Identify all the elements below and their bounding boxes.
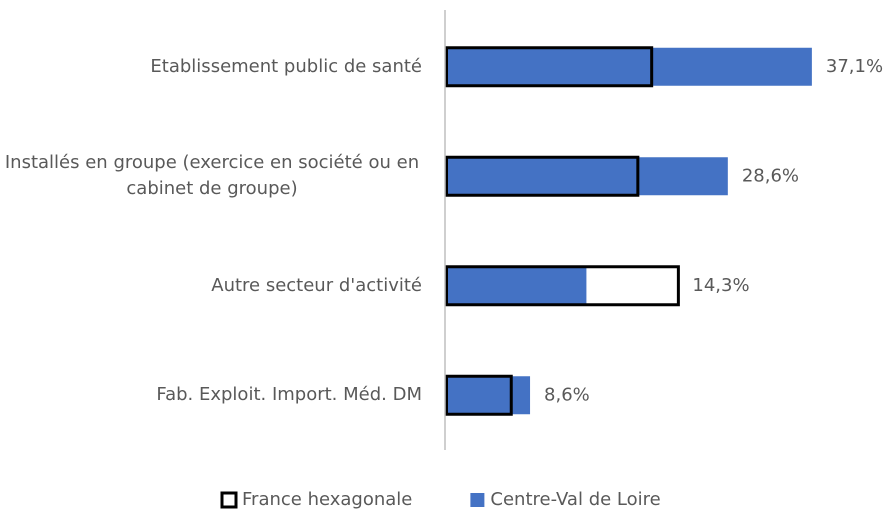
bar <box>445 157 728 196</box>
category-label: Fab. Exploit. Import. Méd. DM <box>156 384 422 406</box>
value-label: 37,1% <box>826 56 883 77</box>
value-label: 28,6% <box>742 165 799 186</box>
bar <box>445 374 513 416</box>
category-label: Autre secteur d'activité <box>211 274 422 296</box>
legend-swatch <box>470 493 485 507</box>
bar <box>445 266 587 305</box>
bar <box>445 155 640 197</box>
bar <box>445 46 654 88</box>
legend-swatch <box>220 491 238 509</box>
bar <box>445 376 531 415</box>
bar <box>445 265 680 307</box>
value-label: 14,3% <box>692 275 749 296</box>
category-label: Etablissement public de santé <box>150 55 422 77</box>
category-label: Installés en groupe (exercice en société… <box>4 152 420 200</box>
legend-label: Centre-Val de Loire <box>490 489 660 510</box>
value-label: 8,6% <box>544 384 590 405</box>
legend-label: France hexagonale <box>242 489 412 510</box>
bar <box>445 47 812 86</box>
